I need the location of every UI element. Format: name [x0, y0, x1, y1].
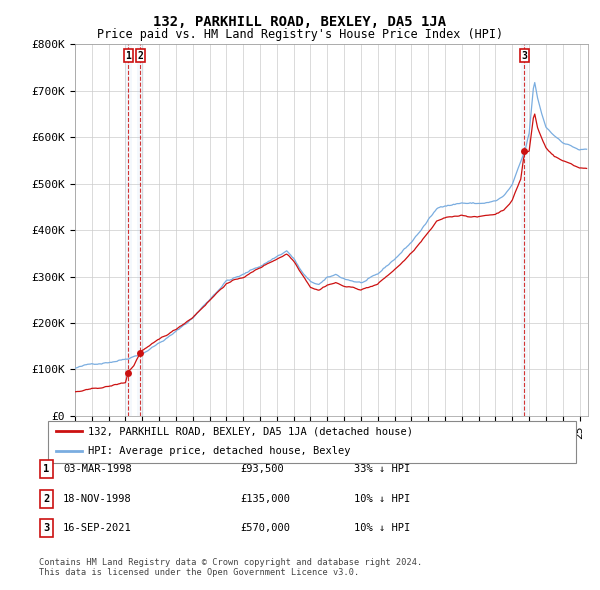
Text: £93,500: £93,500	[240, 464, 284, 474]
Text: £135,000: £135,000	[240, 494, 290, 503]
FancyBboxPatch shape	[40, 490, 53, 507]
Text: 2: 2	[43, 494, 50, 503]
Text: Contains HM Land Registry data © Crown copyright and database right 2024.
This d: Contains HM Land Registry data © Crown c…	[39, 558, 422, 577]
Text: 2: 2	[137, 51, 143, 61]
Text: £570,000: £570,000	[240, 523, 290, 533]
FancyBboxPatch shape	[40, 460, 53, 478]
Text: 10% ↓ HPI: 10% ↓ HPI	[354, 523, 410, 533]
Text: HPI: Average price, detached house, Bexley: HPI: Average price, detached house, Bexl…	[88, 446, 350, 456]
Text: 132, PARKHILL ROAD, BEXLEY, DA5 1JA: 132, PARKHILL ROAD, BEXLEY, DA5 1JA	[154, 15, 446, 29]
Text: 1: 1	[125, 51, 131, 61]
Text: 33% ↓ HPI: 33% ↓ HPI	[354, 464, 410, 474]
Text: 1: 1	[43, 464, 50, 474]
Text: 3: 3	[521, 51, 527, 61]
Text: Price paid vs. HM Land Registry's House Price Index (HPI): Price paid vs. HM Land Registry's House …	[97, 28, 503, 41]
FancyBboxPatch shape	[48, 421, 576, 463]
Text: 10% ↓ HPI: 10% ↓ HPI	[354, 494, 410, 503]
Text: 18-NOV-1998: 18-NOV-1998	[63, 494, 132, 503]
Text: 03-MAR-1998: 03-MAR-1998	[63, 464, 132, 474]
Bar	[125, 44, 131, 416]
Text: 3: 3	[43, 523, 50, 533]
Bar	[137, 44, 143, 416]
Text: 132, PARKHILL ROAD, BEXLEY, DA5 1JA (detached house): 132, PARKHILL ROAD, BEXLEY, DA5 1JA (det…	[88, 427, 413, 436]
Text: 16-SEP-2021: 16-SEP-2021	[63, 523, 132, 533]
Bar	[521, 44, 527, 416]
FancyBboxPatch shape	[40, 519, 53, 537]
